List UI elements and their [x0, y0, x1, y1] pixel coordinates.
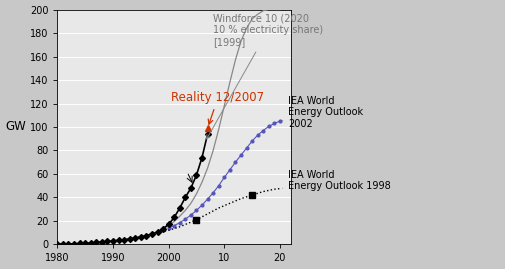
- Text: Windforce 10 (2020
10 % electricity share)
[1999]: Windforce 10 (2020 10 % electricity shar…: [206, 14, 323, 139]
- Text: IEA World
Energy Outlook
2002: IEA World Energy Outlook 2002: [282, 96, 363, 129]
- Y-axis label: GW: GW: [6, 121, 26, 133]
- Text: IEA World
Energy Outlook 1998: IEA World Energy Outlook 1998: [282, 170, 390, 191]
- Text: Reality 12/2007: Reality 12/2007: [171, 91, 264, 124]
